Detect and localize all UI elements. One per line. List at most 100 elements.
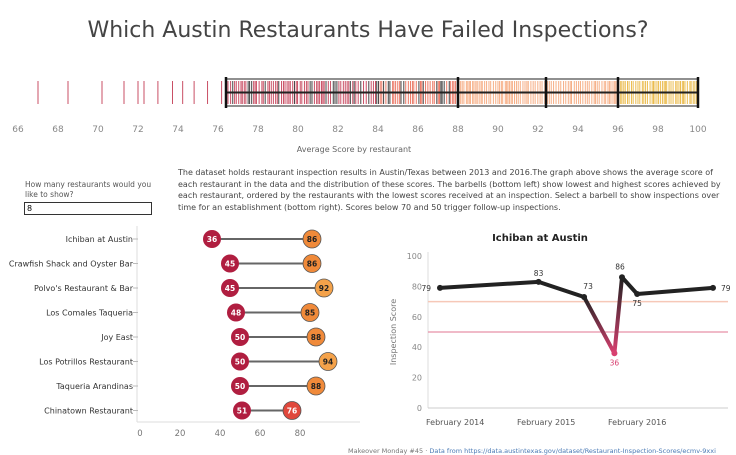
data-label: 83 bbox=[534, 269, 544, 278]
y-tick-label: 20 bbox=[412, 374, 422, 383]
restaurant-label: Ichiban at Austin bbox=[66, 235, 133, 244]
series-segment bbox=[582, 295, 617, 356]
max-score-dot bbox=[314, 278, 334, 298]
max-score-dot bbox=[302, 229, 322, 249]
x-tick-label: February 2015 bbox=[517, 418, 575, 427]
max-score-label: 88 bbox=[311, 333, 321, 342]
score-distribution-chart[interactable]: 66 68 70 72 74 76 78 80 82 84 86 88 90 92 94 96 98 100 Ave… bbox=[0, 0, 736, 160]
x-tick-label: February 2016 bbox=[608, 418, 666, 427]
series-segment bbox=[536, 279, 587, 300]
max-score-dot bbox=[302, 254, 322, 273]
restaurant-label: Los Potrillos Restaurant bbox=[39, 358, 133, 367]
x-tick-label: 84 bbox=[372, 125, 384, 135]
data-point bbox=[710, 284, 716, 291]
max-score-label: 94 bbox=[323, 358, 333, 367]
min-score-dot bbox=[221, 279, 239, 297]
description-text: The dataset holds restaurant inspection … bbox=[178, 168, 721, 212]
credit-lead: Makeover Monday #45 · bbox=[348, 447, 428, 455]
data-label: 79 bbox=[421, 284, 431, 293]
data-label: 73 bbox=[583, 282, 593, 291]
data-label: 75 bbox=[632, 299, 642, 308]
x-tick-label: 60 bbox=[255, 429, 266, 439]
data-label: 86 bbox=[615, 262, 625, 271]
series-segment bbox=[635, 285, 715, 296]
x-tick-label: 96 bbox=[612, 125, 624, 135]
max-score-label: 88 bbox=[311, 382, 321, 391]
max-score-label: 85 bbox=[305, 309, 315, 318]
restaurant-label: Polvo's Restaurant & Bar bbox=[34, 284, 134, 293]
min-score-dot bbox=[221, 254, 239, 273]
x-tick-label: 90 bbox=[492, 125, 504, 135]
barbell-chart[interactable]: Ichiban at Austin 36 86 Crawfish Shack and … bbox=[0, 226, 370, 446]
data-point bbox=[535, 278, 542, 285]
x-tick-label: 94 bbox=[572, 125, 584, 135]
min-score-label: 45 bbox=[225, 260, 235, 269]
y-axis-label: Inspection Score bbox=[389, 299, 398, 365]
y-tick-label: 0 bbox=[417, 404, 422, 413]
min-score-dot bbox=[231, 377, 249, 395]
data-point bbox=[437, 284, 443, 291]
x-tick-label: 100 bbox=[689, 125, 706, 135]
restaurant-label: Los Comales Taqueria bbox=[46, 309, 133, 318]
y-tick-label: 80 bbox=[412, 282, 422, 291]
max-score-dot bbox=[306, 327, 326, 347]
max-score-dot bbox=[300, 303, 320, 322]
min-score-label: 50 bbox=[235, 333, 245, 342]
min-score-dot bbox=[227, 303, 245, 322]
chart-title: Ichiban at Austin bbox=[492, 233, 588, 244]
x-axis-label: Average Score by restaurant bbox=[297, 145, 411, 154]
credit-source-link[interactable]: Data from https://data.austintexas.gov/d… bbox=[429, 447, 716, 455]
min-score-label: 50 bbox=[235, 382, 245, 391]
x-tick-label: 86 bbox=[412, 125, 424, 135]
x-tick-label: 78 bbox=[252, 125, 264, 135]
data-label: 36 bbox=[610, 358, 620, 367]
data-point bbox=[619, 274, 625, 281]
x-tick-label: 70 bbox=[92, 125, 104, 135]
x-tick-label: 92 bbox=[532, 125, 543, 135]
x-tick-label: 0 bbox=[137, 429, 142, 439]
max-score-label: 86 bbox=[307, 235, 317, 244]
x-tick-label: 82 bbox=[332, 125, 343, 135]
x-tick-label: 66 bbox=[12, 125, 24, 135]
restaurant-label: Taqueria Arandinas bbox=[55, 382, 133, 391]
x-tick-label: 80 bbox=[292, 125, 304, 135]
x-tick-label: 74 bbox=[172, 125, 184, 135]
inspection-line-chart[interactable]: Ichiban at Austin 0 20 40 60 80 100 Inspection … bbox=[356, 226, 736, 451]
page-title: Which Austin Restaurants Have Failed Ins… bbox=[87, 18, 649, 43]
min-score-label: 45 bbox=[225, 284, 235, 293]
max-score-label: 92 bbox=[319, 284, 329, 293]
data-point bbox=[634, 291, 641, 297]
series-segment bbox=[612, 275, 624, 356]
data-point bbox=[581, 294, 588, 301]
min-score-label: 36 bbox=[207, 235, 217, 244]
min-score-dot bbox=[233, 401, 251, 420]
x-tick-label: 40 bbox=[215, 429, 226, 439]
data-label: 79 bbox=[721, 284, 731, 293]
x-tick-label: February 2014 bbox=[426, 418, 484, 427]
x-tick-label: 76 bbox=[212, 125, 224, 135]
min-score-label: 48 bbox=[231, 309, 241, 318]
x-tick-label: 68 bbox=[52, 125, 64, 135]
min-score-label: 51 bbox=[237, 407, 247, 416]
restaurant-label: Joy East bbox=[100, 333, 133, 342]
y-tick-label: 100 bbox=[407, 252, 422, 261]
x-tick-label: 80 bbox=[295, 429, 306, 439]
min-score-dot bbox=[203, 230, 221, 248]
min-score-label: 50 bbox=[235, 358, 245, 367]
min-score-dot bbox=[231, 328, 249, 346]
restaurant-label: Crawfish Shack and Oyster Bar bbox=[9, 260, 134, 269]
min-score-dot bbox=[231, 352, 249, 371]
y-tick-label: 60 bbox=[412, 313, 422, 322]
restaurant-count-label: How many restaurants would you like to s… bbox=[25, 180, 152, 199]
max-score-label: 86 bbox=[307, 260, 317, 269]
series-segment bbox=[438, 279, 541, 290]
restaurant-label: Chinatown Restaurant bbox=[44, 407, 133, 416]
data-point bbox=[611, 350, 618, 357]
credit-line[interactable]: Makeover Monday #45 · Data from https://… bbox=[348, 447, 716, 455]
restaurant-count-input[interactable] bbox=[24, 202, 152, 215]
max-score-label: 76 bbox=[287, 407, 297, 416]
max-score-dot bbox=[282, 401, 302, 420]
x-tick-label: 88 bbox=[452, 125, 464, 135]
series-segment bbox=[620, 275, 640, 296]
x-tick-label: 20 bbox=[175, 429, 186, 439]
